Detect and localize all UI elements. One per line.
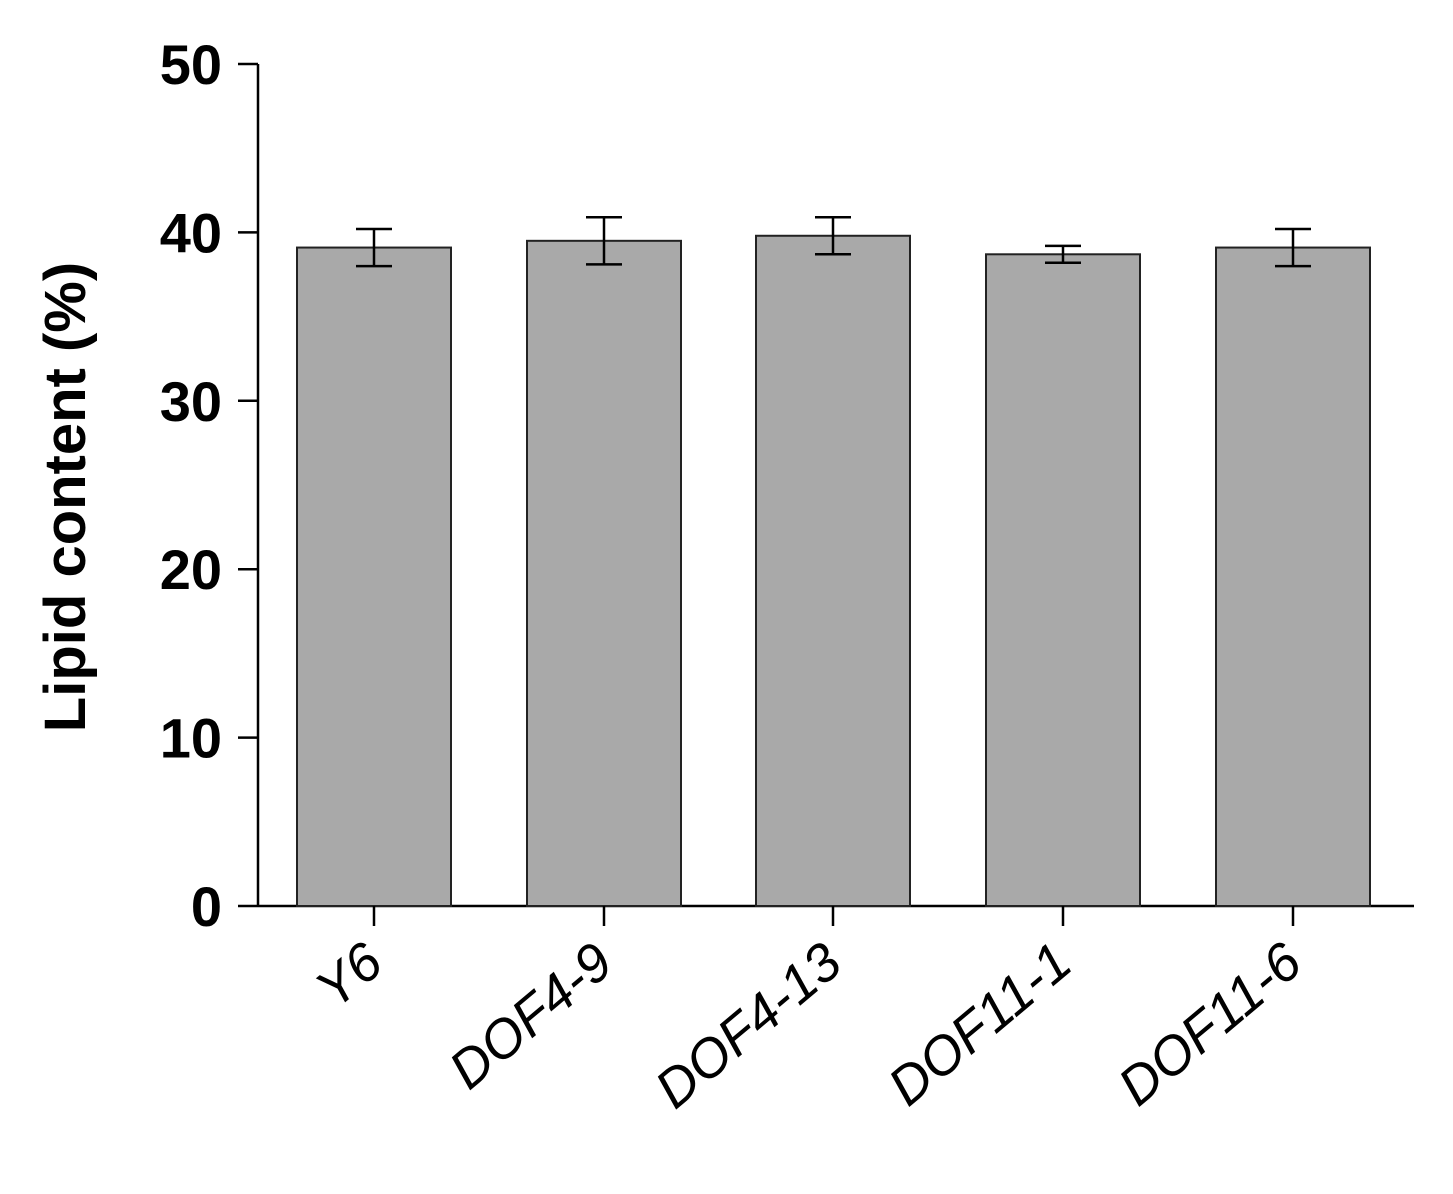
x-ticks: Y6 DOF4-9 DOF4-13 DOF11-1 DOF11-6: [305, 906, 1313, 1120]
bar: [1215, 246, 1371, 907]
y-tick-label: 10: [160, 707, 222, 770]
bar: [296, 246, 452, 907]
y-tick-label: 50: [160, 33, 222, 96]
error-bar: [356, 227, 392, 268]
y-axis-label: Lipid content (%): [33, 262, 98, 732]
error-bar: [586, 215, 622, 266]
bar: [755, 234, 911, 907]
bars: [296, 234, 1371, 908]
y-tick-label: 40: [160, 201, 222, 264]
bar: [526, 239, 682, 907]
y-tick-label: 0: [191, 875, 222, 938]
error-bar: [815, 215, 851, 256]
y-tick-label: 30: [160, 370, 222, 433]
x-tick-label: DOF4-13: [644, 931, 853, 1120]
x-tick-label: DOF4-9: [438, 931, 624, 1100]
x-tick-label: Y6: [305, 931, 395, 1020]
error-bars: [356, 215, 1311, 268]
y-tick-label: 20: [160, 538, 222, 601]
y-ticks: 0 10 20 30 40 50: [160, 33, 258, 938]
x-tick-label: DOF11-6: [1107, 931, 1313, 1118]
bar: [985, 253, 1141, 908]
x-tick-label: DOF11-1: [877, 931, 1083, 1117]
error-bar: [1275, 227, 1311, 268]
error-bar: [1045, 244, 1081, 264]
